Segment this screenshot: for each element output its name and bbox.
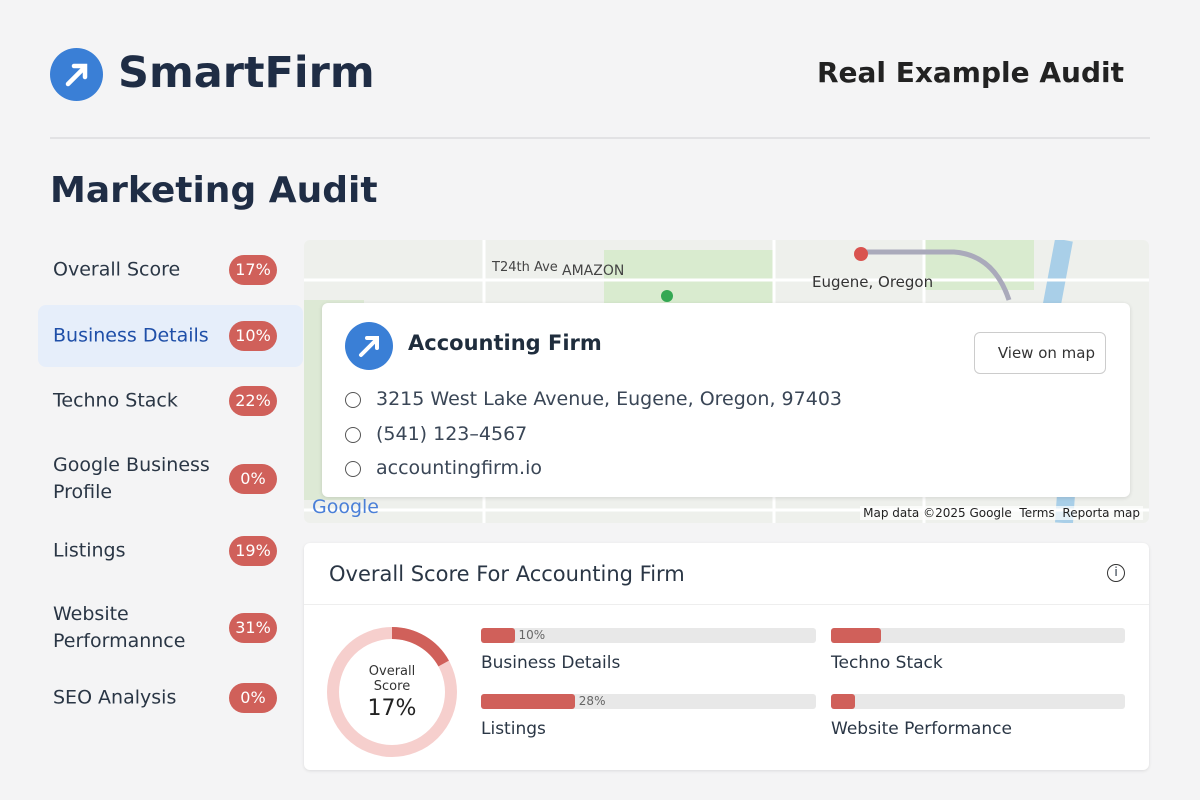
sidebar-item[interactable]: Listings 19% [38,520,303,582]
score-badge: 0% [229,683,277,713]
view-map-button[interactable]: View on map [974,332,1106,374]
brand: SmartFirm [118,48,375,98]
web-icon [345,461,361,477]
bar-value-label: 10% [518,628,546,642]
bar-track [831,694,1125,709]
bar-value-label: 28% [578,694,606,708]
header-subtitle: Real Example Audit [816,56,1124,89]
button-label[interactable]: View on map [997,344,1095,362]
divider [50,137,1150,139]
report-link[interactable]: Reporta map [1062,506,1140,520]
info-icon[interactable]: i [1107,564,1125,582]
donut-value: 17% [367,696,417,721]
sidebar-item[interactable]: Techno Stack 22% [38,370,303,432]
bar-name: Business Details [481,653,621,673]
sidebar-label[interactable]: Google Business Profile [53,454,210,503]
score-badge: 19% [229,536,277,566]
score-badge: 10% [229,321,277,351]
donut-arc [327,627,457,757]
sidebar-label[interactable]: Techno Stack [53,389,178,412]
map-label: Eugene, Oregon [812,273,934,291]
bar-fill [481,694,575,709]
sidebar-item[interactable]: Overall Score 17% [38,239,303,301]
bar-track [831,628,1125,643]
sidebar-item[interactable]: Business Details 10% [38,305,303,367]
bar-track: 10% [481,628,816,643]
sidebar-label[interactable]: Business Details [53,324,209,347]
address: 3215 West Lake Avenue, Eugene, Oregon, 9… [376,388,842,410]
page-title: Marketing Audit [50,170,378,211]
map-logo: Google [312,496,380,518]
donut-label: Overall Score [368,664,416,694]
bar-name: Website Performance [831,719,1012,739]
bar-name: Techno Stack [831,653,943,673]
score-badge: 17% [229,255,277,285]
business-name: Accounting Firm [408,331,602,355]
business-icon [345,322,393,370]
sidebar-label[interactable]: SEO Analysis [53,686,177,709]
bar-track: 28% [481,694,816,709]
sidebar-item[interactable]: SEO Analysis 0% [38,667,303,729]
attribution: Map data ©2025 Google [863,506,1012,520]
panel-title: Overall Score For Accounting Firm [329,562,685,586]
sidebar-label[interactable]: Overall Score [53,258,181,281]
panel-divider [304,604,1149,605]
bar-fill [831,694,855,709]
logo-icon [50,48,103,101]
sidebar-label[interactable]: Listings [53,539,126,562]
sidebar-item[interactable]: Website Performannce 31% [38,597,303,659]
score-badge: 0% [229,464,277,494]
website: accountingfirm.io [376,457,542,479]
bar-fill [481,628,515,643]
donut [327,627,457,757]
score-badge: 22% [229,386,277,416]
sidebar-label[interactable]: Website Performannce [53,603,186,652]
bar-name: Listings [481,719,546,739]
phone: (541) 123–4567 [376,423,528,445]
phone-icon [345,427,361,443]
map-label: T24th Ave [492,260,558,275]
sidebar-item[interactable]: Google Business Profile 0% [38,448,303,510]
bar-fill [831,628,881,643]
score-badge: 31% [229,613,277,643]
map-footer: Map data ©2025 Google Terms Reporta map [860,506,1143,520]
terms-link[interactable]: Terms [1019,506,1055,520]
map-label: AMAZON [562,263,625,279]
address-icon [345,392,361,408]
